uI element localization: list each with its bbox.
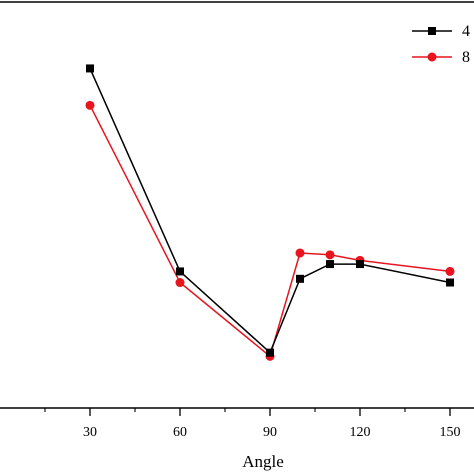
data-point-square [326, 260, 334, 269]
x-tick-label: 30 [83, 425, 97, 440]
series-layer [85, 64, 455, 361]
x-axis-title: Angle [242, 452, 284, 471]
data-point-square [266, 348, 274, 357]
data-point-square [446, 278, 454, 287]
legend-marker-square [428, 27, 436, 35]
data-point-circle [445, 266, 455, 276]
x-axis-ticks: 30 60 90 120 150 [44, 408, 461, 440]
data-point-square [86, 64, 94, 73]
series-line [89, 104, 451, 358]
x-tick-label: 120 [350, 425, 371, 440]
data-point-circle [85, 100, 95, 110]
x-tick-label: 60 [173, 425, 187, 440]
series-4 [86, 64, 454, 357]
x-tick-label: 150 [440, 425, 461, 440]
data-point-square [176, 267, 184, 276]
legend: 48 [412, 23, 470, 66]
data-point-square [296, 274, 304, 283]
legend-marker-circle [427, 52, 437, 62]
legend-label: 8 [462, 49, 470, 66]
legend-label: 4 [462, 23, 470, 40]
data-point-circle [175, 278, 185, 288]
plot-frame [0, 1, 474, 409]
data-point-circle [295, 248, 305, 258]
data-point-circle [325, 250, 335, 260]
series-8 [85, 100, 455, 361]
x-tick-label: 90 [263, 425, 277, 440]
data-point-square [356, 260, 364, 269]
